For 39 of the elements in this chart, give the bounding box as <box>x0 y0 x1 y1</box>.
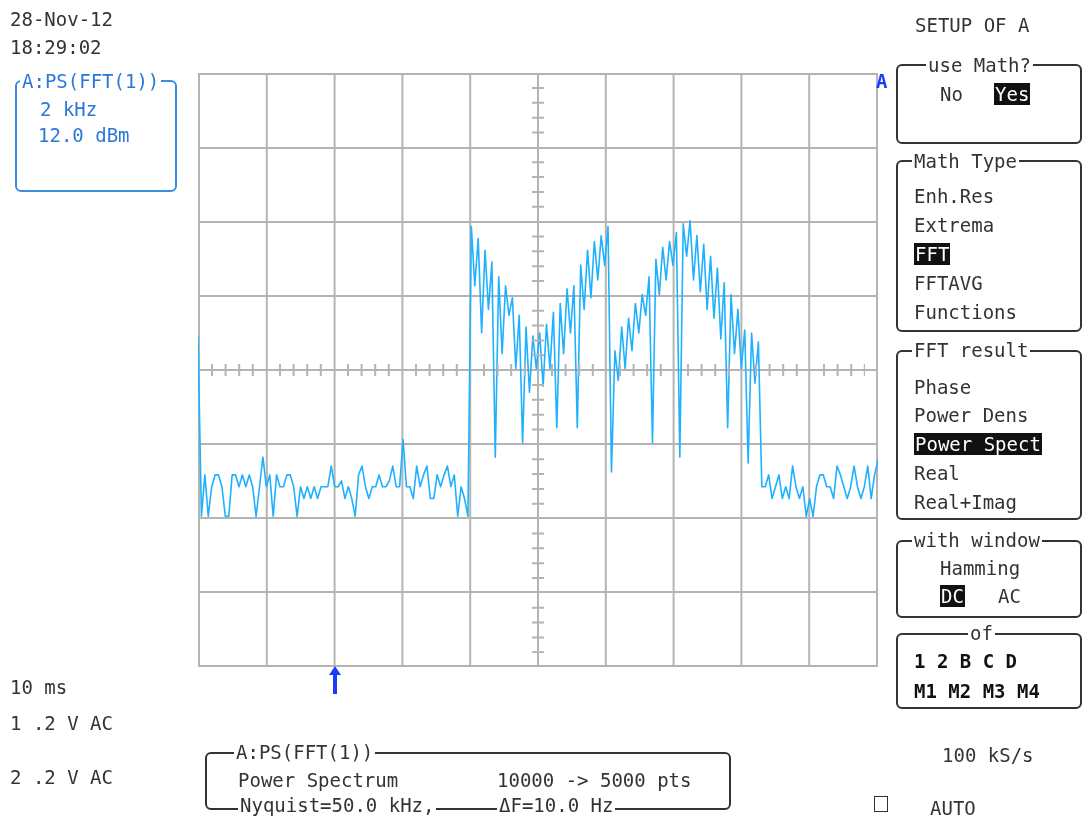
text: Extrema <box>914 214 995 236</box>
text: 2 .2 V AC <box>10 766 113 788</box>
text: Power Dens <box>914 404 1029 426</box>
text: Math Type <box>912 150 1019 172</box>
text: 2 kHz <box>40 98 98 120</box>
text: Enh.Res <box>914 185 995 207</box>
text: Functions <box>914 301 1017 323</box>
text: A:PS(FFT(1)) <box>20 70 162 92</box>
text: Hamming <box>940 557 1021 579</box>
text: A:PS(FFT(1)) <box>234 741 376 763</box>
text: A <box>876 70 888 92</box>
text: Real+Imag <box>914 491 1017 513</box>
text: No <box>940 83 963 105</box>
text: 18:29:02 <box>10 36 102 58</box>
text: Real <box>914 462 960 484</box>
text: ΔF=10.0 Hz <box>497 794 616 816</box>
text: Yes <box>994 83 1031 105</box>
text: FFT result <box>912 339 1031 361</box>
text: 1 .2 V AC <box>10 712 113 734</box>
text: with window <box>912 529 1042 551</box>
text: Power Spectrum <box>238 769 399 791</box>
text: Phase <box>914 376 972 398</box>
text: M1 M2 M3 M4 <box>914 680 1040 702</box>
text: 12.0 dBm <box>38 124 130 146</box>
text: FFT <box>914 243 951 265</box>
text: AC <box>998 585 1021 607</box>
text: Power Spect <box>914 433 1042 455</box>
text: 28-Nov-12 <box>10 8 113 30</box>
text: AUTO <box>930 797 976 818</box>
text: of <box>968 622 995 644</box>
text: SETUP OF A <box>915 14 1030 36</box>
text: use Math? <box>926 54 1033 76</box>
text: DC <box>940 585 965 607</box>
text: FFTAVG <box>914 272 983 294</box>
text: 10 ms <box>10 676 68 698</box>
text: Nyquist=50.0 kHz, <box>238 794 437 816</box>
text: 1 2 B C D <box>914 650 1017 672</box>
text: 10000 -> 5000 pts <box>497 769 692 791</box>
text: 100 kS/s <box>942 744 1034 766</box>
